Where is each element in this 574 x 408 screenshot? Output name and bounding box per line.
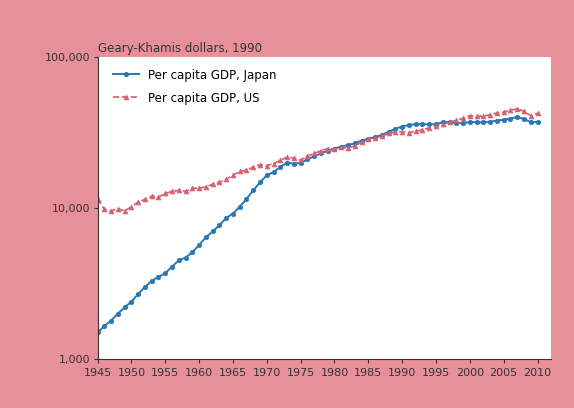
Per capita GDP, US: [534, 111, 541, 116]
Per capita GDP, US: [514, 106, 521, 111]
Per capita GDP, US: [297, 157, 304, 162]
Line: Per capita GDP, Japan: Per capita GDP, Japan: [95, 115, 540, 335]
Per capita GDP, Japan: [94, 330, 101, 335]
Per capita GDP, Japan: [439, 120, 446, 125]
Line: Per capita GDP, US: Per capita GDP, US: [95, 106, 540, 213]
Per capita GDP, Japan: [230, 211, 236, 216]
Per capita GDP, Japan: [514, 115, 521, 120]
Per capita GDP, Japan: [203, 235, 210, 240]
Per capita GDP, Japan: [284, 160, 290, 165]
Text: Geary-Khamis dollars, 1990: Geary-Khamis dollars, 1990: [98, 42, 262, 55]
Per capita GDP, US: [94, 197, 101, 202]
Per capita GDP, US: [236, 169, 243, 174]
Per capita GDP, US: [290, 156, 297, 161]
Per capita GDP, Japan: [128, 299, 135, 304]
Per capita GDP, US: [135, 200, 142, 204]
Per capita GDP, Japan: [534, 120, 541, 124]
Per capita GDP, US: [446, 120, 453, 125]
Per capita GDP, US: [108, 208, 115, 213]
Legend: Per capita GDP, Japan, Per capita GDP, US: Per capita GDP, Japan, Per capita GDP, U…: [107, 63, 282, 111]
Per capita GDP, Japan: [500, 117, 507, 122]
Per capita GDP, US: [209, 182, 216, 186]
